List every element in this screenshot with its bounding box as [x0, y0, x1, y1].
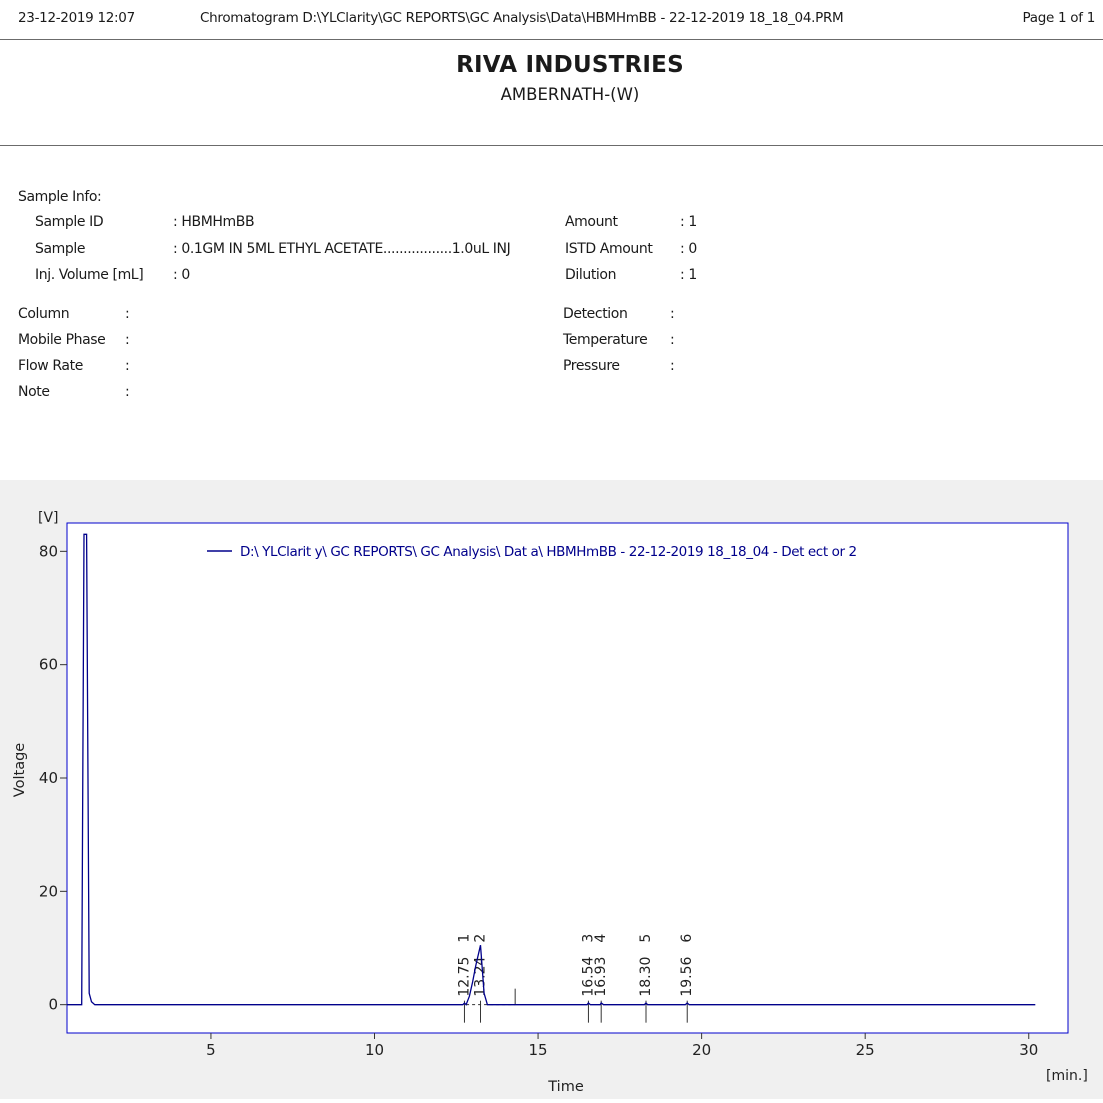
- note-label: Note: [18, 384, 50, 400]
- istd-amount-value: : 0: [680, 241, 697, 257]
- title-box: [0, 39, 1103, 146]
- y-axis-title: Voltage: [12, 743, 28, 797]
- chromatogram-trace: [67, 533, 1036, 1006]
- detection-label: Detection: [563, 306, 628, 322]
- peak-time-label: 19.56: [679, 956, 695, 996]
- x-tick-label: 15: [529, 1041, 548, 1059]
- peak-time-label: 16.93: [593, 957, 609, 997]
- legend-label: D:\ YLClarit y\ GC REPORTS\ GC Analysis\…: [240, 544, 857, 560]
- plot-area: [66, 522, 1069, 1034]
- istd-amount-label: ISTD Amount: [565, 241, 653, 257]
- x-unit-label: [min.]: [1046, 1068, 1088, 1084]
- y-tick-label: 60: [39, 656, 58, 674]
- x-tick-label: 10: [365, 1041, 384, 1059]
- page-number: Page 1 of 1: [1022, 10, 1096, 26]
- mobile-phase-label: Mobile Phase: [18, 332, 106, 348]
- temperature-label: Temperature: [563, 332, 648, 348]
- y-tick-label: 20: [39, 882, 58, 900]
- peak-time-label: 12.75: [456, 957, 472, 997]
- x-tick-label: 30: [1019, 1041, 1038, 1059]
- amount-label: Amount: [565, 214, 618, 230]
- chromatogram-panel: 5 10 15 20 25 30 0 20 40 60 80 12.75 1 13.24 2 16.54 3 1…: [0, 480, 1103, 1099]
- dilution-value: : 1: [680, 267, 697, 283]
- temperature-value: :: [670, 332, 675, 348]
- flow-rate-label: Flow Rate: [18, 358, 83, 374]
- pressure-value: :: [670, 358, 675, 374]
- peak-time-label: 16.54: [580, 956, 596, 996]
- sample-value: : 0.1GM IN 5ML ETHYL ACETATE............…: [173, 241, 511, 257]
- y-unit-label: [V]: [38, 510, 59, 526]
- note-value: :: [125, 384, 130, 400]
- x-tick-label: 5: [206, 1041, 216, 1059]
- chromatogram-file-path: Chromatogram D:\YLClarity\GC REPORTS\GC …: [200, 10, 844, 26]
- y-tick-label: 80: [39, 542, 58, 560]
- company-location: AMBERNATH-(W): [500, 85, 640, 104]
- company-name: RIVA INDUSTRIES: [456, 52, 684, 78]
- column-value: :: [125, 306, 130, 322]
- dilution-label: Dilution: [565, 267, 617, 283]
- x-tick-label: 25: [856, 1041, 875, 1059]
- peak-number-label: 3: [580, 934, 596, 943]
- peak-number-label: 1: [456, 934, 472, 943]
- sample-id-label: Sample ID: [35, 214, 104, 230]
- peak-number-label: 2: [472, 934, 488, 943]
- y-tick-label: 0: [48, 996, 58, 1014]
- pressure-label: Pressure: [563, 358, 620, 374]
- column-label: Column: [18, 306, 70, 322]
- y-tick-label: 40: [39, 769, 58, 787]
- chromatogram-chart: 5 10 15 20 25 30 0 20 40 60 80 12.75 1 13.24 2 16.54 3 1…: [12, 510, 1088, 1095]
- inj-volume-value: : 0: [173, 267, 190, 283]
- peak-number-label: 4: [593, 934, 609, 943]
- detection-value: :: [670, 306, 675, 322]
- peak-number-label: 6: [679, 934, 695, 943]
- peak-time-label: 13.24: [472, 956, 488, 996]
- flow-rate-value: :: [125, 358, 130, 374]
- x-tick-label: 20: [692, 1041, 711, 1059]
- sample-id-value: : HBMHmBB: [173, 214, 255, 230]
- peak-time-label: 18.30: [638, 957, 654, 997]
- inj-volume-label: Inj. Volume [mL]: [35, 267, 144, 283]
- sample-label: Sample: [35, 241, 86, 257]
- sample-info-heading: Sample Info:: [18, 189, 102, 205]
- amount-value: : 1: [680, 214, 697, 230]
- mobile-phase-value: :: [125, 332, 130, 348]
- peak-number-label: 5: [638, 934, 654, 943]
- report-datetime: 23-12-2019 12:07: [18, 10, 135, 26]
- x-axis-title: Time: [547, 1079, 584, 1095]
